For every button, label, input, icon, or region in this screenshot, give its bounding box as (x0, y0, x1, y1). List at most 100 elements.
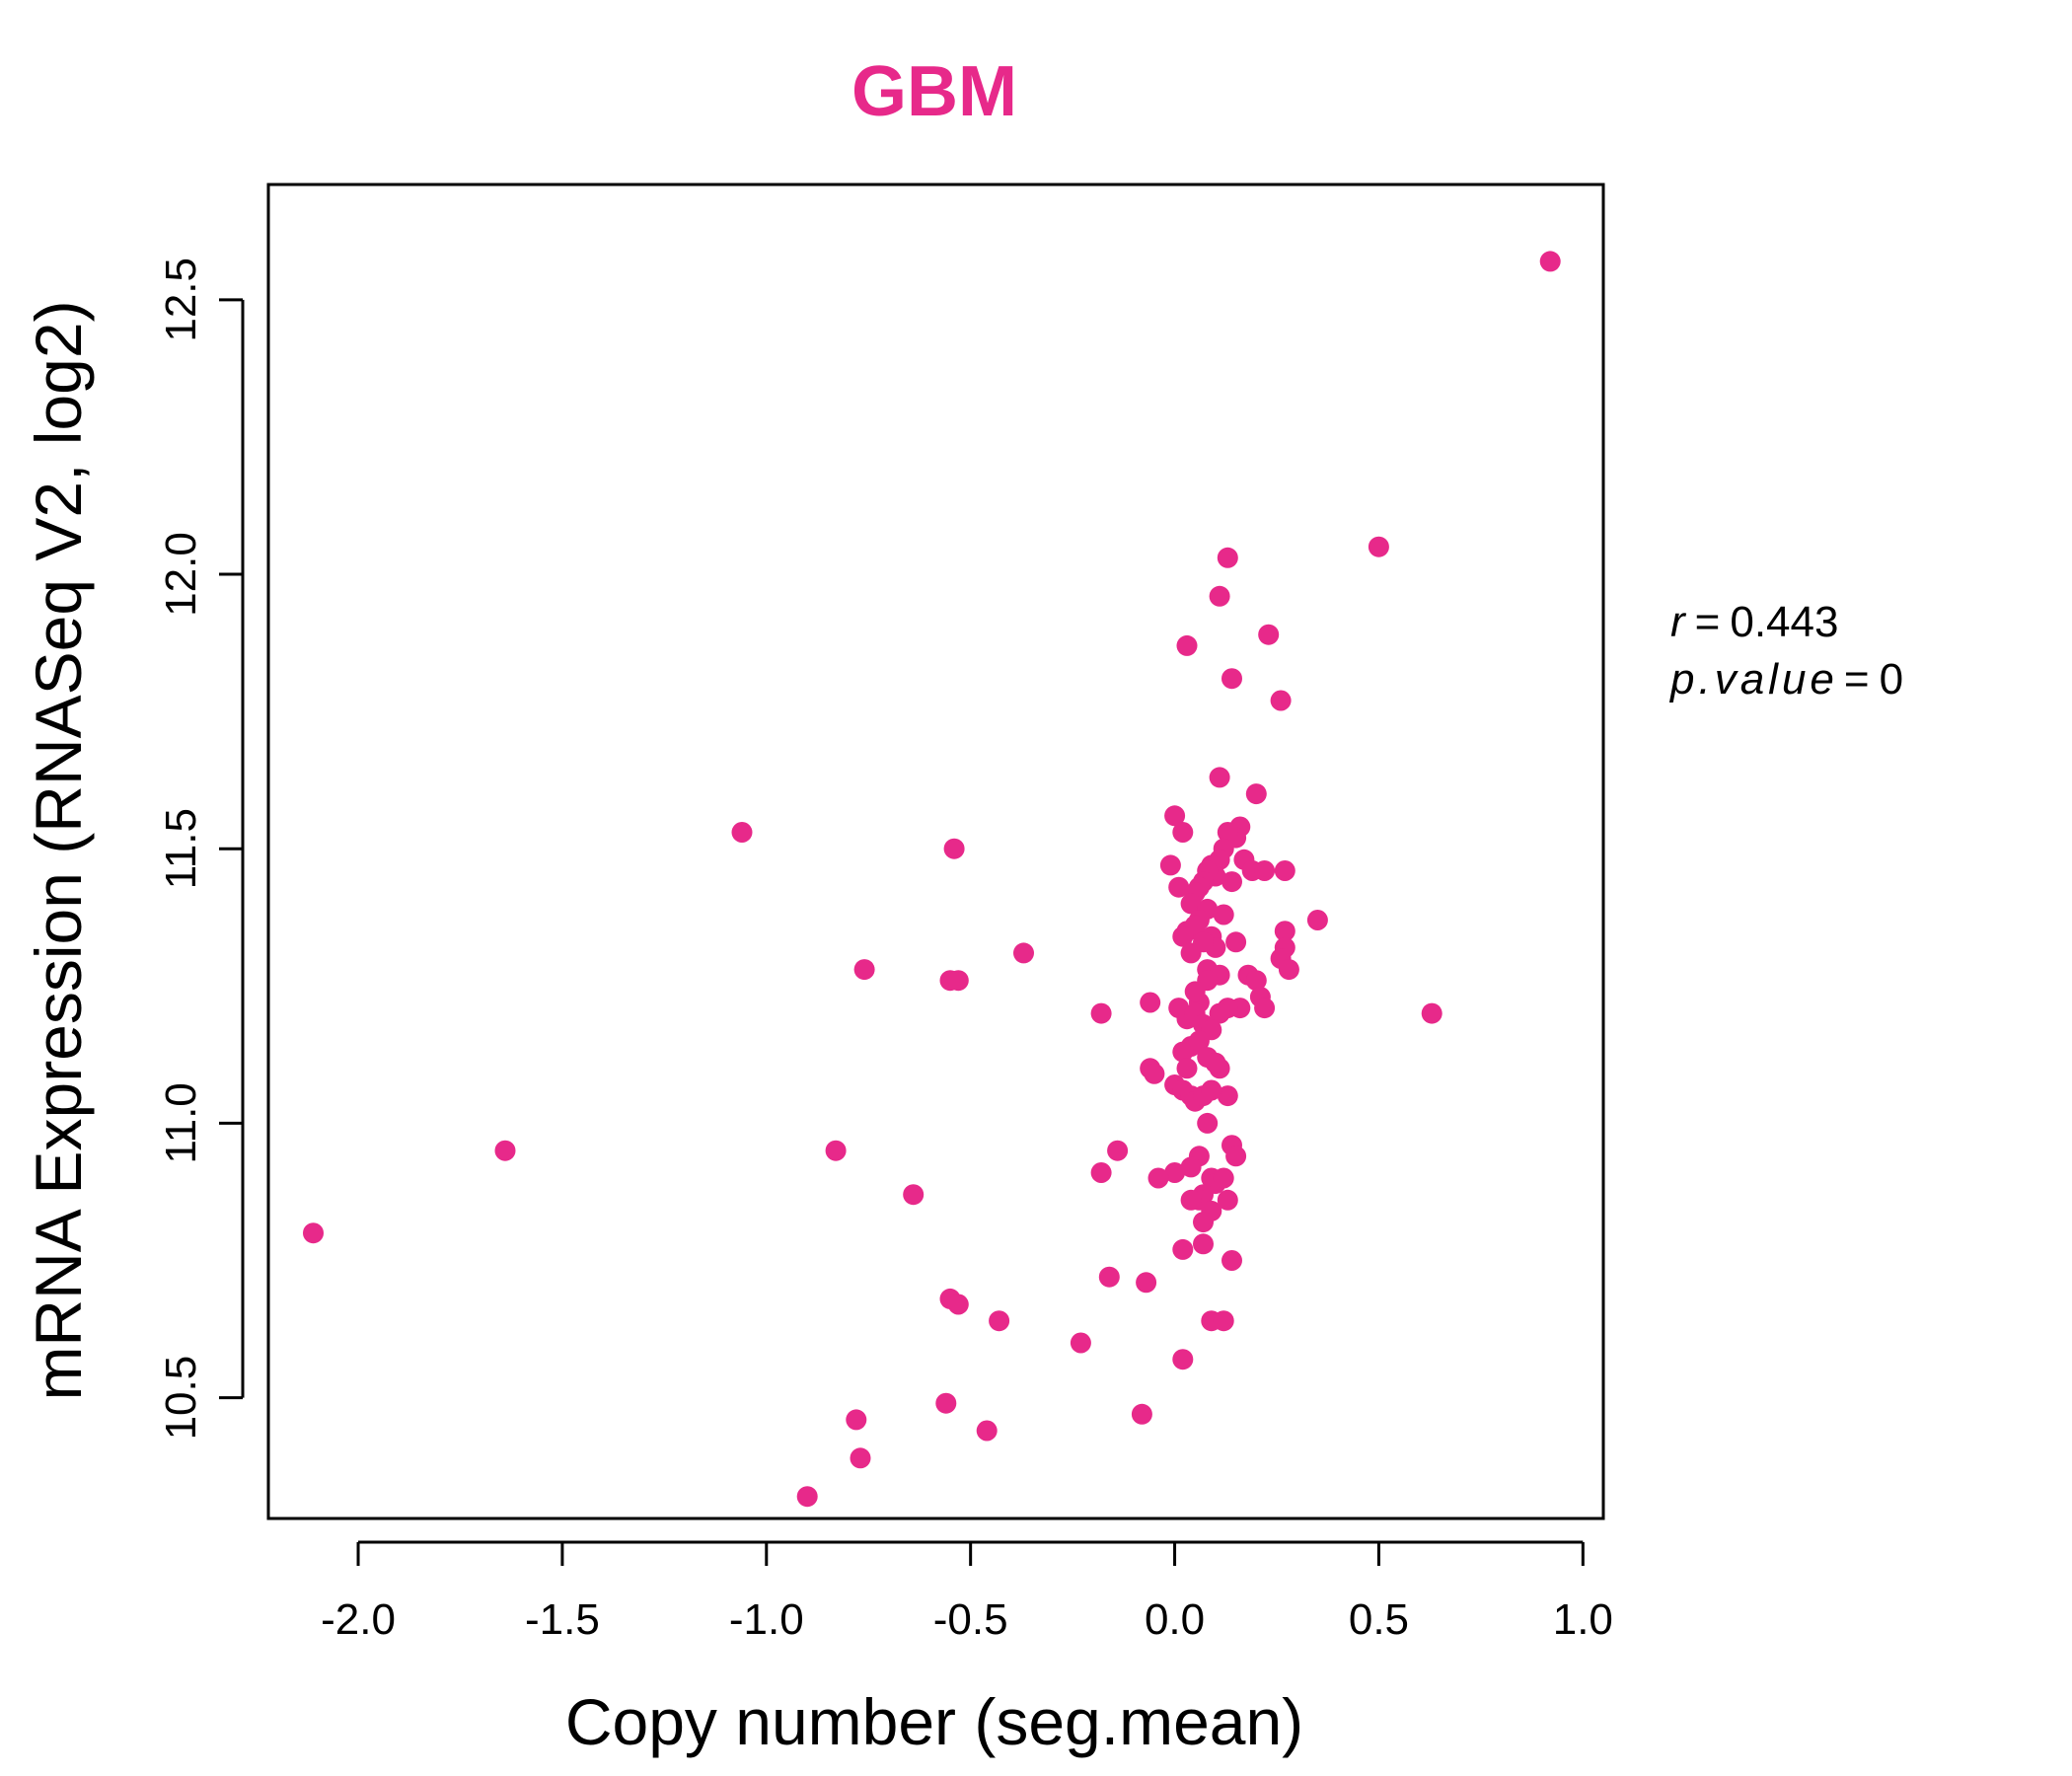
y-axis: 10.5 11.0 11.5 12.0 12.5 (157, 258, 245, 1441)
data-point (1221, 1250, 1242, 1271)
data-point (1184, 981, 1206, 1002)
correlation-annotation: r = 0.443 p.value = 0 (1668, 598, 1903, 703)
data-point (947, 970, 969, 992)
data-point (825, 1140, 847, 1161)
data-point (903, 1184, 925, 1206)
r-label: r (1670, 598, 1687, 646)
data-point (1217, 1085, 1238, 1107)
data-point (1176, 1058, 1198, 1079)
x-axis: -2.0 -1.5 -1.0 -0.5 0.0 0.5 1.0 (321, 1540, 1613, 1644)
data-point (1421, 1002, 1443, 1024)
data-point (989, 1310, 1010, 1332)
data-point (1368, 536, 1389, 557)
data-point (1217, 547, 1238, 568)
data-point (1245, 783, 1267, 805)
x-tick-label: 0.0 (1145, 1595, 1205, 1644)
data-point (846, 1409, 867, 1431)
x-tick-label: 0.5 (1349, 1595, 1409, 1644)
y-tick-label: 11.5 (157, 808, 205, 889)
y-tick-label: 11.0 (157, 1082, 205, 1163)
data-point (1193, 931, 1214, 953)
data-point (853, 959, 875, 981)
data-point (1197, 1112, 1219, 1134)
svg-text:r=0.443: r = 0.443 (1670, 598, 1838, 646)
data-point (943, 838, 965, 859)
chart-title: GBM (851, 52, 1017, 131)
data-point (1176, 634, 1198, 656)
data-point (1213, 904, 1234, 925)
data-point (1193, 1212, 1214, 1233)
data-point (1168, 876, 1190, 898)
data-point (1147, 1167, 1169, 1189)
data-point (494, 1140, 516, 1161)
data-points (303, 251, 1561, 1508)
data-point (1180, 1156, 1202, 1178)
r-value: 0.443 (1730, 598, 1838, 646)
data-point (1090, 1162, 1112, 1183)
data-point (1217, 1189, 1238, 1211)
data-point (1278, 959, 1299, 981)
data-point (1131, 1403, 1152, 1425)
data-point (1274, 860, 1295, 881)
p-label: p.value (1668, 655, 1838, 703)
data-point (947, 1294, 969, 1315)
svg-text:p.value=0: p.value = 0 (1668, 655, 1903, 703)
data-point (1098, 1266, 1120, 1288)
data-point (1180, 1189, 1202, 1211)
data-point (731, 822, 753, 843)
data-point (1225, 931, 1247, 953)
data-point (1070, 1332, 1091, 1354)
data-point (1188, 1030, 1210, 1052)
x-tick-label: -1.5 (525, 1595, 600, 1644)
data-point (1245, 970, 1267, 992)
data-point (1172, 1238, 1194, 1260)
data-point (1225, 1146, 1247, 1167)
y-tick-label: 12.0 (157, 532, 205, 617)
y-axis-label: mRNA Expression (RNASeq V2, log2) (22, 300, 95, 1400)
data-point (1258, 624, 1280, 645)
data-point (1136, 1272, 1157, 1294)
data-point (1159, 854, 1181, 876)
data-point (1180, 893, 1202, 915)
data-point (1144, 1063, 1165, 1084)
p-value: 0 (1880, 655, 1903, 703)
plot-frame (266, 183, 1605, 1520)
data-point (1209, 1002, 1230, 1024)
y-tick-label: 10.5 (157, 1356, 205, 1441)
data-point (1140, 992, 1161, 1013)
x-tick-label: -2.0 (321, 1595, 396, 1644)
data-point (796, 1486, 818, 1508)
y-tick-label: 12.5 (157, 258, 205, 342)
data-point (935, 1392, 957, 1414)
data-point (1172, 925, 1194, 947)
x-tick-label: -0.5 (933, 1595, 1008, 1644)
data-point (1270, 690, 1292, 711)
x-tick-label: -1.0 (729, 1595, 804, 1644)
data-point (1107, 1140, 1129, 1161)
data-point (1306, 910, 1328, 930)
data-point (1205, 1052, 1226, 1073)
data-point (1209, 585, 1230, 607)
x-tick-label: 1.0 (1553, 1595, 1613, 1644)
data-point (1209, 767, 1230, 788)
data-point (303, 1222, 324, 1244)
data-point (1164, 805, 1186, 827)
data-point (1172, 1041, 1194, 1063)
data-point (1090, 1002, 1112, 1024)
data-point (850, 1447, 871, 1469)
data-point (1221, 668, 1242, 690)
data-point (1217, 822, 1238, 843)
data-point (1539, 251, 1561, 272)
data-point (1013, 942, 1034, 964)
data-point (1164, 1162, 1186, 1183)
data-point (1172, 1349, 1194, 1370)
data-point (976, 1420, 998, 1442)
data-point (1274, 921, 1295, 942)
x-axis-label: Copy number (seg.mean) (565, 1685, 1303, 1758)
data-point (1254, 998, 1276, 1019)
data-point (1213, 1167, 1234, 1189)
data-point (1254, 860, 1276, 881)
data-point (1172, 822, 1194, 843)
data-point (1193, 1233, 1214, 1255)
